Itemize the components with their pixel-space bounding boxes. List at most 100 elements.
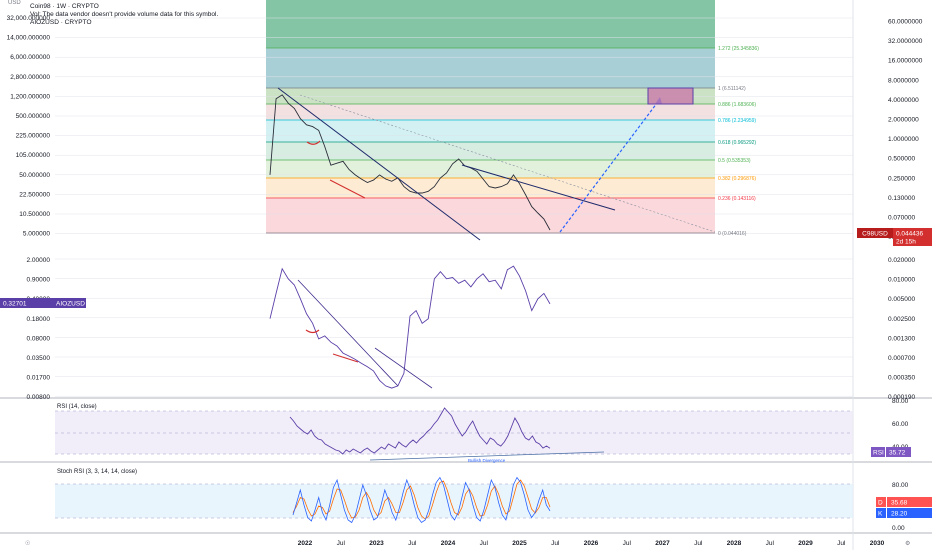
right-axis-upper-tick-2: 16.0000000 — [888, 58, 923, 65]
price-badge-overlay: 0.32701 AIOZUSD — [0, 298, 86, 308]
aioz-trend-line-2 — [374, 347, 433, 389]
aioz-divergence-red — [332, 353, 359, 363]
price-badge-main-value: 0.044436 — [896, 231, 923, 238]
stoch-k-label: K — [878, 511, 883, 518]
right-axis-upper-tick-10: 0.070000 — [888, 215, 915, 222]
series-line-aioz — [269, 265, 551, 389]
right-axis-upper-tick-4: 4.0000000 — [888, 97, 919, 104]
stoch-band — [55, 484, 853, 518]
rsi-axis-80: 80.00 — [892, 398, 909, 405]
left-axis-upper-tick-3: 2,800.000000 — [10, 74, 50, 81]
left-axis-upper-tick-11: 5.000000 — [23, 231, 50, 238]
left-axis-lower-tick-4: 0.08000 — [27, 335, 51, 342]
time-tick-15: Jul — [837, 540, 846, 547]
stoch-k-value: 28.20 — [891, 511, 908, 518]
fib-label-1: 1 (6.511142) — [718, 86, 746, 92]
rsi-line — [289, 407, 551, 455]
right-axis-lower-tick-4: 0.001300 — [888, 335, 915, 342]
time-tick-6: 2025 — [512, 540, 527, 547]
right-axis-upper-tick-8: 0.250000 — [888, 175, 915, 182]
price-badge-overlay-value: 0.32701 — [3, 301, 27, 308]
time-axis[interactable]: 2022 Jul 2023 Jul 2024 Jul 2025 Jul 2026 Jul 2027 J… — [298, 540, 885, 547]
left-axis-lower-tick-5: 0.03500 — [27, 355, 51, 362]
rsi-divergence-line — [369, 451, 605, 461]
stoch-title: Stoch RSI (3, 3, 14, 14, close) — [57, 469, 137, 475]
stoch-axis-0: 0.00 — [892, 525, 905, 532]
left-axis-upper-tick-9: 22.500000 — [19, 191, 50, 198]
fib-label-4: 0.618 (0.965292) — [718, 140, 756, 146]
left-axis-upper: 32,000.000000 14,000.000000 6,000.000000 2,… — [7, 15, 51, 238]
left-axis-upper-tick-6: 225.000000 — [16, 133, 51, 140]
target-box — [647, 87, 694, 105]
fib-zone-0 — [266, 198, 715, 234]
stoch-axis-80: 80.00 — [892, 482, 909, 489]
rsi-title: RSI (14, close) — [57, 404, 97, 410]
stoch-rsi-pane[interactable]: Stoch RSI (3, 3, 14, 14, close) 80.00 0.… — [55, 469, 932, 532]
left-axis-lower: 2.000000.900000.400000.180000.080000.035… — [27, 257, 51, 401]
aioz-divergence-arc — [305, 329, 320, 334]
divergence-arc-red — [306, 140, 321, 145]
price-badge-countdown: 2d 15h — [896, 239, 916, 246]
left-axis-lower-tick-7: 0.00800 — [27, 394, 51, 401]
right-axis-upper-tick-3: 8.0000000 — [888, 77, 919, 84]
left-axis-upper-tick-4: 1,200.000000 — [10, 93, 50, 100]
stoch-d-value: 35.68 — [891, 500, 908, 507]
rsi-pane[interactable]: RSI (14, close) Bullish Divergence 80.00… — [55, 398, 911, 463]
left-axis-upper-tick-7: 105.000000 — [16, 152, 51, 159]
left-axis-upper-tick-0: 32,000.000000 — [7, 15, 51, 22]
rsi-value: 35.72 — [889, 450, 906, 457]
gridlines — [55, 17, 853, 397]
right-axis-lower-tick-6: 0.000350 — [888, 375, 915, 382]
time-tick-12: 2028 — [727, 540, 742, 547]
fib-zone-0786 — [266, 104, 715, 120]
fib-lines — [266, 47, 715, 234]
fib-label-7: 0.236 (0.143116) — [718, 196, 756, 202]
fib-zone-0382 — [266, 160, 715, 178]
fib-zone-0618 — [266, 120, 715, 142]
timezone-icon[interactable]: ☉ — [25, 540, 30, 547]
currency-label: USD — [8, 0, 21, 6]
fib-label-0: 1.272 (25.345836) — [718, 46, 759, 52]
fib-zone-1 — [266, 48, 715, 88]
stoch-d-label: D — [878, 500, 883, 507]
fib-labels: 1.272 (25.345836) 1 (6.511142) 0.886 (1.68… — [718, 46, 759, 237]
fib-zone-05 — [266, 142, 715, 160]
time-tick-9: Jul — [623, 540, 632, 547]
right-axis-lower-tick-1: 0.010000 — [888, 277, 915, 284]
right-axis-lower-tick-2: 0.005000 — [888, 296, 915, 303]
time-tick-2: 2023 — [369, 540, 384, 547]
settings-icon[interactable]: ⚙ — [905, 540, 910, 547]
price-badge-overlay-label: AIOZUSD — [56, 301, 85, 308]
price-badge-main-label: C98USD — [862, 231, 888, 238]
left-axis-upper-tick-8: 50.000000 — [19, 172, 50, 179]
rsi-axis-60: 60.00 — [892, 421, 909, 428]
left-axis-lower-tick-1: 0.90000 — [27, 277, 51, 284]
fib-label-5: 0.5 (0.535353) — [718, 158, 751, 164]
price-badge-main: C98USD 0.044436 2d 15h — [857, 228, 932, 246]
right-axis-upper-tick-6: 1.0000000 — [888, 136, 919, 143]
right-axis-upper-tick-1: 32.0000000 — [888, 38, 923, 45]
downtrend-line-dashed — [299, 94, 716, 233]
time-tick-16: 2030 — [870, 540, 885, 547]
right-axis-upper: 60.0000000 32.0000000 16.0000000 8.0000000 4… — [888, 19, 923, 242]
left-axis-upper-tick-5: 500.000000 — [16, 113, 51, 120]
left-axis-lower-tick-3: 0.18000 — [27, 316, 51, 323]
rsi-value-label: RSI — [873, 450, 884, 457]
left-axis-lower-tick-0: 2.00000 — [27, 257, 51, 264]
fib-zone-1272 — [266, 0, 715, 48]
right-axis-upper-tick-5: 2.0000000 — [888, 117, 919, 124]
time-tick-4: 2024 — [441, 540, 456, 547]
stoch-d-line — [292, 479, 551, 520]
stoch-k-line — [292, 476, 551, 524]
time-tick-7: Jul — [551, 540, 560, 547]
trend-drawings — [277, 87, 716, 389]
fib-label-6: 0.382 (0.296876) — [718, 176, 756, 182]
target-arrow — [559, 98, 661, 233]
right-axis-lower-tick-3: 0.002500 — [888, 316, 915, 323]
overlay-symbol-label: AIOZUSD · CRYPTO — [30, 19, 92, 26]
fib-label-8: 0 (0.044016) — [718, 231, 747, 237]
time-tick-3: Jul — [408, 540, 417, 547]
right-axis-upper-tick-9: 0.130000 — [888, 195, 915, 202]
fib-zone-0236 — [266, 178, 715, 198]
